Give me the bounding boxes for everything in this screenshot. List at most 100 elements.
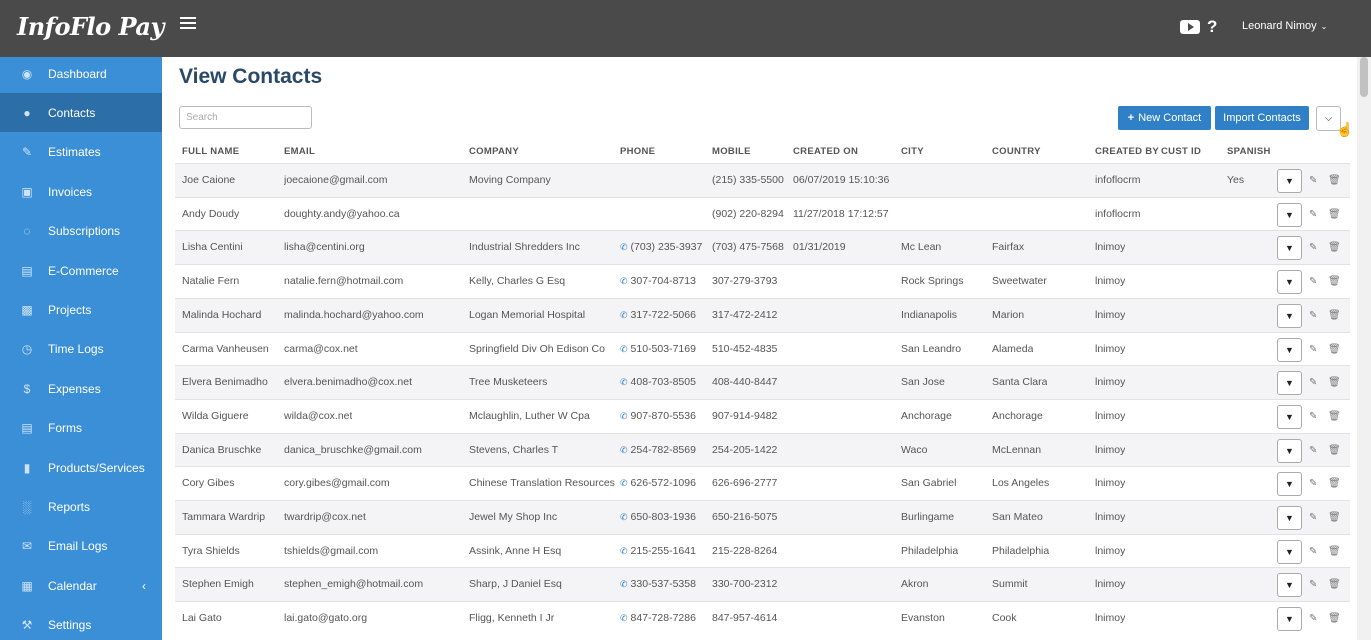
table-row[interactable]: Stephen Emigh stephen_emigh@hotmail.com Sh…	[175, 567, 1350, 602]
cell-email[interactable]: stephen_emigh@hotmail.com	[284, 578, 424, 591]
row-actions-dropdown[interactable]: ▼	[1277, 438, 1302, 463]
table-row[interactable]: Carma Vanheusen carma@cox.net Springfield …	[175, 331, 1350, 366]
column-header-country[interactable]: COUNTRY	[992, 146, 1041, 157]
row-actions-dropdown[interactable]: ▼	[1277, 404, 1302, 429]
edit-icon[interactable]: ✎	[1309, 309, 1318, 321]
cell-email[interactable]: elvera.benimadho@cox.net	[284, 376, 412, 389]
cell-phone[interactable]: ✆ (703) 235-3937	[620, 241, 702, 253]
edit-icon[interactable]: ✎	[1309, 444, 1318, 456]
trash-icon[interactable]: 🗑	[1328, 478, 1341, 490]
help-icon[interactable]: ?	[1207, 17, 1218, 36]
cell-email[interactable]: wilda@cox.net	[284, 409, 353, 422]
table-row[interactable]: Natalie Fern natalie.fern@hotmail.com Kell…	[175, 264, 1350, 298]
table-row[interactable]: Cory Gibes cory.gibes@gmail.com Chinese Tr…	[175, 466, 1350, 500]
row-actions-dropdown[interactable]: ▼	[1277, 371, 1302, 396]
row-actions-dropdown[interactable]: ▼	[1277, 236, 1302, 261]
trash-icon[interactable]: 🗑	[1328, 276, 1341, 288]
cell-email[interactable]: lai.gato@gato.org	[284, 612, 368, 625]
cell-email[interactable]: malinda.hochard@yahoo.com	[284, 308, 424, 321]
row-actions-dropdown[interactable]: ▼	[1277, 539, 1302, 564]
cell-phone[interactable]: ✆ 847-728-7286	[620, 612, 696, 624]
edit-icon[interactable]: ✎	[1309, 478, 1318, 490]
sidebar-item-subscriptions[interactable]: ◌ Subscriptions	[0, 212, 162, 251]
trash-icon[interactable]: 🗑	[1328, 512, 1341, 523]
column-header-cust-id[interactable]: CUST ID	[1161, 146, 1202, 157]
cell-email[interactable]: doughty.andy@yahoo.ca	[284, 207, 400, 220]
column-header-spanish[interactable]: SPANISH	[1227, 146, 1271, 157]
cell-email[interactable]: twardrip@cox.net	[284, 511, 366, 523]
column-header-full-name[interactable]: FULL NAME	[182, 146, 240, 157]
trash-icon[interactable]: 🗑	[1328, 545, 1341, 557]
new-contact-button[interactable]: + New Contact	[1118, 106, 1211, 130]
row-actions-dropdown[interactable]: ▼	[1277, 202, 1302, 227]
trash-icon[interactable]: 🗑	[1328, 175, 1341, 186]
trash-icon[interactable]: 🗑	[1328, 242, 1341, 254]
sidebar-item-calendar[interactable]: ▦ Calendar ‹	[0, 566, 162, 605]
table-row[interactable]: Wilda Giguere wilda@cox.net Mclaughlin, Lu…	[175, 398, 1350, 433]
table-row[interactable]: Danica Bruschke danica_bruschke@gmail.com…	[175, 432, 1350, 467]
row-actions-dropdown[interactable]: ▼	[1277, 573, 1302, 598]
cell-phone[interactable]: ✆ 307-704-8713	[620, 275, 696, 287]
column-header-mobile[interactable]: MOBILE	[712, 146, 751, 157]
sidebar-item-email-logs[interactable]: ✉ Email Logs	[0, 527, 162, 566]
table-row[interactable]: Tammara Wardrip twardrip@cox.net Jewel My …	[175, 500, 1350, 534]
edit-icon[interactable]: ✎	[1309, 545, 1318, 557]
table-row[interactable]: Lai Gato lai.gato@gato.org Fligg, Kenneth …	[175, 601, 1350, 635]
edit-icon[interactable]: ✎	[1309, 343, 1318, 355]
cell-email[interactable]: tshields@gmail.com	[284, 544, 379, 557]
column-header-company[interactable]: COMPANY	[469, 146, 519, 157]
sidebar-item-products-services[interactable]: ▮ Products/Services	[0, 448, 162, 487]
youtube-icon[interactable]	[1180, 20, 1200, 34]
search-input[interactable]	[179, 106, 312, 129]
cell-phone[interactable]: ✆ 907-870-5536	[620, 410, 696, 422]
cell-phone[interactable]: ✆ 626-572-1096	[620, 477, 696, 489]
sidebar-item-settings[interactable]: ⚒ Settings	[0, 606, 162, 640]
table-row[interactable]: Tyra Shields tshields@gmail.com Assink, An…	[175, 533, 1350, 568]
import-contacts-button[interactable]: Import Contacts	[1215, 106, 1309, 130]
page-scrollbar[interactable]	[1357, 57, 1371, 640]
cell-phone[interactable]: ✆ 317-722-5066	[620, 309, 696, 321]
table-row[interactable]: Andy Doudy doughty.andy@yahoo.ca (902) 220…	[175, 196, 1350, 231]
cell-phone[interactable]: ✆ 330-537-5358	[620, 578, 696, 590]
column-header-created-by[interactable]: CREATED BY	[1095, 146, 1160, 157]
row-actions-dropdown[interactable]: ▼	[1277, 169, 1302, 193]
cell-email[interactable]: danica_bruschke@gmail.com	[284, 443, 422, 456]
trash-icon[interactable]: 🗑	[1328, 309, 1341, 321]
table-row[interactable]: Joe Caione joecaione@gmail.com Moving Comp…	[175, 163, 1350, 197]
cell-phone[interactable]: ✆ 254-782-8569	[620, 444, 696, 456]
sidebar-item-reports[interactable]: ░ Reports	[0, 487, 162, 526]
column-header-city[interactable]: CITY	[901, 146, 924, 157]
trash-icon[interactable]: 🗑	[1328, 579, 1341, 591]
column-header-created-on[interactable]: CREATED ON	[793, 146, 859, 157]
edit-icon[interactable]: ✎	[1309, 613, 1318, 625]
table-row[interactable]: Malinda Hochard malinda.hochard@yahoo.com…	[175, 297, 1350, 332]
trash-icon[interactable]: 🗑	[1328, 208, 1341, 220]
sidebar-item-contacts[interactable]: ● Contacts	[0, 93, 162, 133]
edit-icon[interactable]: ✎	[1309, 377, 1318, 389]
table-row[interactable]: Lisha Centini lisha@centini.org Industrial…	[175, 230, 1350, 265]
sidebar-item-time-logs[interactable]: ◷ Time Logs	[0, 330, 162, 369]
cell-phone[interactable]: ✆ 408-703-8505	[620, 376, 696, 388]
sidebar-item-invoices[interactable]: ▣ Invoices	[0, 172, 162, 211]
sidebar-item-projects[interactable]: ▩ Projects	[0, 290, 162, 329]
sidebar-item-expenses[interactable]: $ Expenses	[0, 369, 162, 408]
edit-icon[interactable]: ✎	[1309, 276, 1318, 288]
sidebar-item-estimates[interactable]: ✎ Estimates	[0, 133, 162, 172]
cell-phone[interactable]: ✆ 650-803-1936	[620, 511, 696, 523]
column-header-phone[interactable]: PHONE	[620, 146, 656, 157]
hamburger-menu-icon[interactable]	[180, 17, 196, 33]
trash-icon[interactable]: 🗑	[1328, 444, 1341, 456]
table-row[interactable]: Elvera Benimadho elvera.benimadho@cox.net…	[175, 365, 1350, 400]
sidebar-item-dashboard[interactable]: ◉ Dashboard	[0, 57, 162, 93]
edit-icon[interactable]: ✎	[1309, 512, 1318, 523]
trash-icon[interactable]: 🗑	[1328, 410, 1341, 422]
trash-icon[interactable]: 🗑	[1328, 343, 1341, 355]
cell-email[interactable]: lisha@centini.org	[284, 241, 365, 254]
more-options-dropdown[interactable]: ⌵	[1316, 106, 1341, 131]
scroll-thumb[interactable]	[1360, 57, 1368, 97]
row-actions-dropdown[interactable]: ▼	[1277, 472, 1302, 497]
cell-email[interactable]: natalie.fern@hotmail.com	[284, 275, 404, 288]
sidebar-item-forms[interactable]: ▤ Forms	[0, 409, 162, 448]
trash-icon[interactable]: 🗑	[1328, 377, 1341, 389]
sidebar-item-e-commerce[interactable]: ▤ E-Commerce	[0, 251, 162, 290]
